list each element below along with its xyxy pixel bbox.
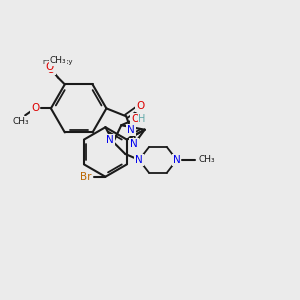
Text: N: N — [106, 135, 114, 145]
Text: O: O — [131, 114, 139, 124]
Text: CH₃: CH₃ — [50, 56, 66, 65]
Text: methoxy: methoxy — [42, 61, 48, 63]
Text: methoxy: methoxy — [43, 58, 73, 64]
Text: O: O — [31, 103, 39, 113]
Text: H: H — [138, 114, 146, 124]
Text: N: N — [127, 125, 135, 135]
Text: O: O — [46, 61, 54, 71]
Text: N: N — [173, 155, 181, 165]
Text: CH₃: CH₃ — [199, 155, 215, 164]
Text: O: O — [136, 101, 144, 111]
Text: CH₃: CH₃ — [13, 117, 29, 126]
Text: O: O — [47, 64, 55, 74]
Text: N: N — [135, 155, 143, 165]
Text: Br: Br — [80, 172, 92, 182]
Text: N: N — [130, 139, 138, 149]
